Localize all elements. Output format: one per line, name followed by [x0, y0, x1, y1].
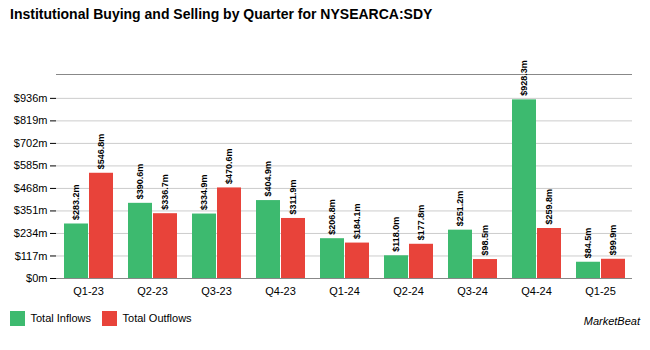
svg-text:$251.2m: $251.2m [455, 191, 465, 227]
html-text:MarketBeat: MarketBeat [583, 315, 640, 327]
svg-text:$283.2m: $283.2m [71, 184, 81, 220]
svg-text:$585m: $585m [14, 159, 48, 171]
svg-text:$936m: $936m [14, 92, 48, 104]
html-text:Total Outflows: Total Outflows [122, 312, 192, 325]
svg-text:$0m: $0m [26, 272, 47, 284]
svg-text:$468m: $468m [14, 182, 48, 194]
svg-text:Q1-24: Q1-24 [329, 285, 360, 297]
svg-text:$819m: $819m [14, 114, 48, 126]
svg-text:$118.0m: $118.0m [391, 217, 401, 252]
svg-text:Q4-24: Q4-24 [521, 285, 552, 297]
svg-text:$206.8m: $206.8m [327, 199, 337, 235]
svg-text:Q2-23: Q2-23 [137, 285, 168, 297]
svg-text:$334.9m: $334.9m [199, 175, 209, 211]
svg-text:$98.5m: $98.5m [480, 225, 490, 256]
svg-text:$117m: $117m [15, 250, 48, 262]
svg-text:$928.3m: $928.3m [519, 60, 529, 96]
html-text:Institutional Buying and Selli: Institutional Buying and Selling by Quar… [10, 6, 433, 22]
svg-text:$470.6m: $470.6m [224, 148, 234, 184]
svg-text:$177.8m: $177.8m [416, 205, 426, 241]
svg-text:Q2-24: Q2-24 [393, 285, 424, 297]
svg-text:$351m: $351m [14, 204, 48, 216]
svg-text:$184.1m: $184.1m [352, 204, 362, 240]
svg-text:$259.8m: $259.8m [544, 189, 554, 225]
svg-text:$546.8m: $546.8m [96, 134, 106, 170]
svg-text:$702m: $702m [14, 137, 48, 149]
html-text:Total Inflows: Total Inflows [30, 312, 91, 325]
svg-text:Q3-23: Q3-23 [201, 285, 232, 297]
svg-text:$404.9m: $404.9m [263, 161, 273, 197]
svg-text:$99.9m: $99.9m [608, 225, 618, 256]
svg-text:Q1-25: Q1-25 [585, 285, 616, 297]
svg-text:$84.5m: $84.5m [583, 228, 593, 259]
svg-text:$336.7m: $336.7m [160, 174, 170, 210]
svg-text:Q1-23: Q1-23 [73, 285, 104, 297]
svg-text:$390.6m: $390.6m [135, 164, 145, 200]
svg-text:$311.9m: $311.9m [288, 179, 298, 214]
svg-text:Q4-23: Q4-23 [265, 285, 296, 297]
svg-text:Q3-24: Q3-24 [457, 285, 488, 297]
svg-text:$234m: $234m [14, 227, 48, 239]
